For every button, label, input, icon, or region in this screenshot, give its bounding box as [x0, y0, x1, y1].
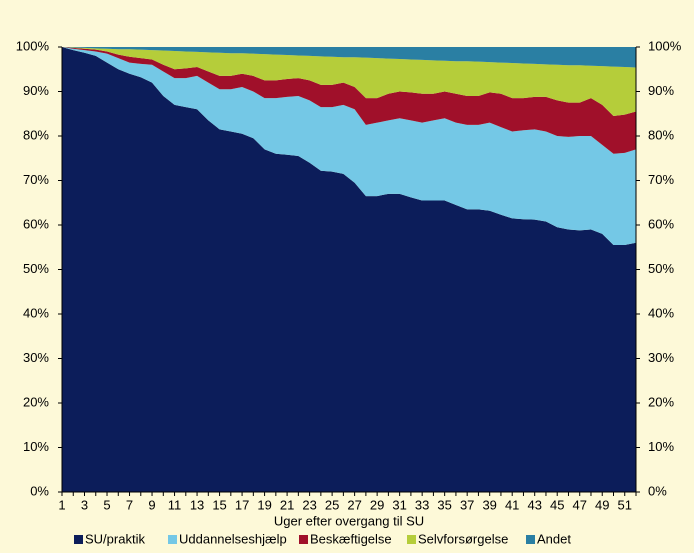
- y-tick-label: 40%: [23, 305, 49, 320]
- y-tick-label-right: 50%: [648, 261, 674, 276]
- x-tick-label: 41: [505, 497, 519, 512]
- x-tick-label: 1: [58, 497, 65, 512]
- x-tick-label: 25: [325, 497, 339, 512]
- y-tick-label: 0%: [30, 483, 49, 498]
- x-tick-label: 13: [190, 497, 204, 512]
- y-tick-label: 20%: [23, 394, 49, 409]
- y-tick-label-right: 90%: [648, 83, 674, 98]
- x-tick-label: 43: [527, 497, 541, 512]
- x-tick-label: 15: [212, 497, 226, 512]
- legend-label: Beskæftigelse: [310, 531, 392, 546]
- x-tick-label: 3: [81, 497, 88, 512]
- y-tick-label: 90%: [23, 83, 49, 98]
- x-axis-title: Uger efter overgang til SU: [274, 513, 424, 528]
- area: [62, 47, 636, 492]
- x-tick-label: 31: [392, 497, 406, 512]
- y-tick-label: 10%: [23, 439, 49, 454]
- x-tick-label: 27: [347, 497, 361, 512]
- x-tick-label: 5: [103, 497, 110, 512]
- y-tick-label: 50%: [23, 261, 49, 276]
- y-tick-label-right: 30%: [648, 350, 674, 365]
- y-tick-label-right: 100%: [648, 38, 682, 53]
- x-tick-label: 17: [235, 497, 249, 512]
- y-tick-label: 60%: [23, 216, 49, 231]
- legend-swatch: [168, 535, 177, 544]
- area: [62, 47, 636, 154]
- y-tick-label: 80%: [23, 127, 49, 142]
- x-tick-label: 51: [618, 497, 632, 512]
- x-tick-label: 47: [572, 497, 586, 512]
- y-tick-label-right: 70%: [648, 172, 674, 187]
- x-tick-label: 35: [437, 497, 451, 512]
- y-tick-label-right: 20%: [648, 394, 674, 409]
- legend-swatch: [299, 535, 308, 544]
- x-tick-label: 39: [482, 497, 496, 512]
- y-tick-label-right: 10%: [648, 439, 674, 454]
- x-tick-label: 37: [460, 497, 474, 512]
- legend-label: Andet: [537, 531, 571, 546]
- legend-swatch: [526, 535, 535, 544]
- y-tick-label-right: 0%: [648, 483, 667, 498]
- area: [62, 47, 636, 246]
- y-tick-label-right: 60%: [648, 216, 674, 231]
- legend-swatch: [74, 535, 83, 544]
- x-tick-label: 45: [550, 497, 564, 512]
- x-tick-label: 19: [257, 497, 271, 512]
- y-tick-label: 30%: [23, 350, 49, 365]
- x-tick-label: 29: [370, 497, 384, 512]
- legend-label: SU/praktik: [85, 531, 145, 546]
- x-tick-label: 7: [126, 497, 133, 512]
- legend-swatch: [407, 535, 416, 544]
- legend-label: Uddannelseshjælp: [179, 531, 287, 546]
- y-tick-label-right: 40%: [648, 305, 674, 320]
- y-tick-label-right: 80%: [648, 127, 674, 142]
- x-tick-label: 11: [168, 497, 182, 512]
- area: [62, 47, 636, 68]
- legend-label: Selvforsørgelse: [418, 531, 508, 546]
- x-tick-label: 9: [148, 497, 155, 512]
- x-tick-label: 49: [595, 497, 609, 512]
- x-tick-label: 33: [415, 497, 429, 512]
- area: [62, 47, 636, 116]
- x-tick-label: 23: [302, 497, 316, 512]
- y-tick-label: 100%: [16, 38, 50, 53]
- x-tick-label: 21: [280, 497, 294, 512]
- y-tick-label: 70%: [23, 172, 49, 187]
